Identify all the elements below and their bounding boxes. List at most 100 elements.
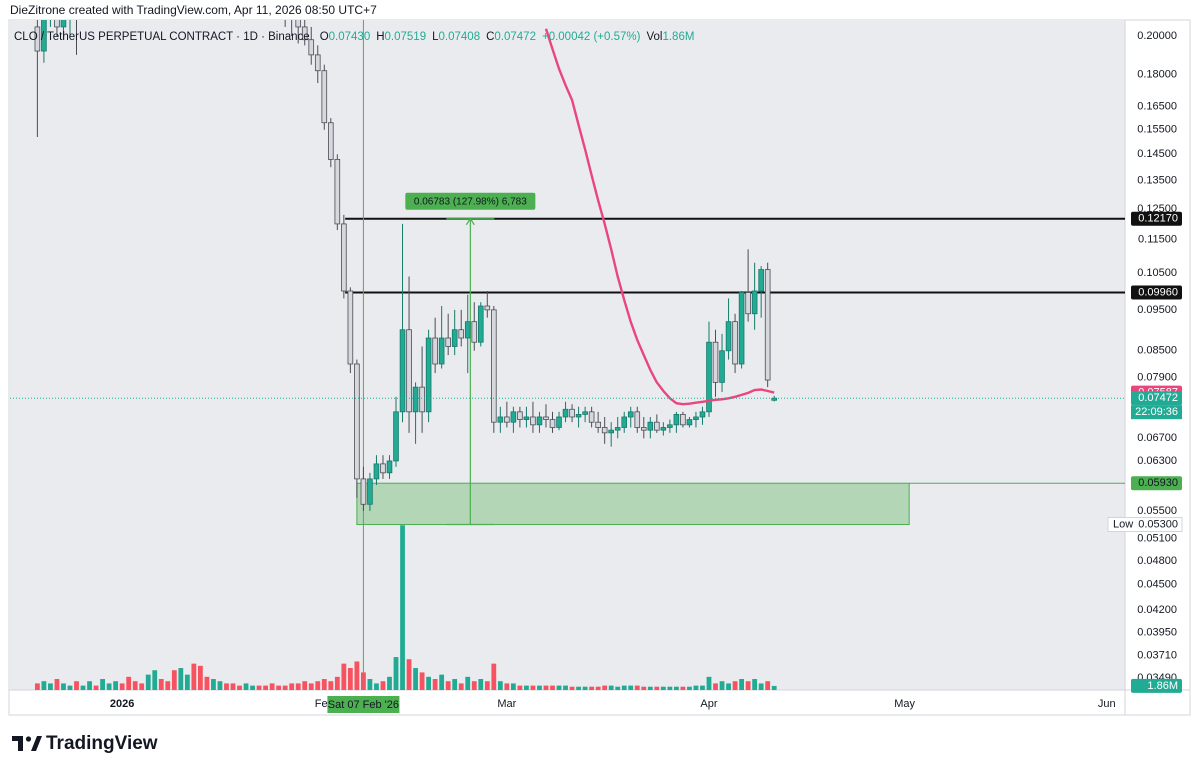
candle-body xyxy=(295,20,302,28)
candle-body xyxy=(556,416,562,428)
candle-body xyxy=(497,416,504,423)
volume-bar xyxy=(113,681,119,690)
volume-bar xyxy=(758,683,764,690)
candle-body xyxy=(360,478,367,505)
y-tick-label: 0.04500 xyxy=(1137,579,1177,591)
candle-body xyxy=(640,427,647,431)
candle-body xyxy=(484,305,491,311)
candle-body xyxy=(517,411,523,420)
volume-bar xyxy=(465,676,471,690)
candle-body xyxy=(380,463,386,474)
volume-bar xyxy=(302,681,308,690)
countdown-bg xyxy=(1131,405,1182,420)
candle-body xyxy=(308,39,315,56)
zone-bottom-tag: Low xyxy=(1113,518,1133,530)
candle-body xyxy=(725,321,732,352)
candle-body xyxy=(425,337,432,413)
candle-body xyxy=(41,20,47,52)
volume-bar xyxy=(289,683,295,690)
volume-bar xyxy=(237,685,242,690)
candle-body xyxy=(543,416,549,420)
volume-bar xyxy=(576,686,581,690)
volume-bar xyxy=(243,683,249,690)
y-tick-label: 0.03950 xyxy=(1137,627,1177,639)
candle-body xyxy=(54,20,60,28)
candle-body xyxy=(745,292,751,315)
candle-body xyxy=(491,309,497,423)
overlay: 0.20000 0.18000 0.16500 0.15500 0.14500 0.135… xyxy=(110,30,1183,713)
candle-body xyxy=(667,424,673,428)
volume-bar xyxy=(660,686,666,690)
volume-bar xyxy=(732,681,738,690)
moving-average xyxy=(544,28,775,406)
x-tick-label: Jun xyxy=(1098,698,1116,710)
candle-body xyxy=(471,321,478,343)
volume-bar xyxy=(432,679,438,690)
volume-bar xyxy=(74,681,79,690)
volume-bar xyxy=(543,685,549,690)
volume-bar xyxy=(537,685,542,690)
y-tick-label: 0.16500 xyxy=(1137,101,1177,113)
volume-bar xyxy=(595,686,601,690)
volume-bar xyxy=(484,681,490,690)
volume-bar xyxy=(67,685,73,690)
legend-value: 0.07519 xyxy=(385,31,427,43)
y-tick-label: 0.05100 xyxy=(1137,533,1177,545)
volume-bar xyxy=(54,679,60,690)
candle-body xyxy=(399,329,406,413)
y-tick-label: 0.20000 xyxy=(1137,30,1177,42)
candle-body xyxy=(680,413,686,426)
candle-body xyxy=(712,341,719,383)
volume-bar xyxy=(315,681,321,690)
candle-body xyxy=(406,329,412,413)
legend-value: 0.07408 xyxy=(439,31,481,43)
brand-logo xyxy=(12,736,42,751)
volume-bar xyxy=(341,663,347,690)
candle-body xyxy=(562,408,569,418)
candle-body xyxy=(608,429,614,434)
volume-bar xyxy=(602,685,608,690)
volume-bar xyxy=(478,679,484,690)
volume-bar xyxy=(582,686,588,690)
candle-body xyxy=(341,223,347,292)
y-tick-label: 0.07900 xyxy=(1137,372,1177,384)
y-tick-label: 0.06300 xyxy=(1137,455,1177,467)
volume-bar xyxy=(34,683,40,690)
volume-bar xyxy=(550,685,555,690)
volume-bar xyxy=(100,679,105,690)
level-label-bg xyxy=(1131,211,1182,226)
volume-bar xyxy=(719,681,725,690)
crosshair-label: Sat 07 Feb '26 xyxy=(328,699,399,711)
legend-value: 0.07430 xyxy=(329,31,371,43)
volume-bar xyxy=(517,685,523,690)
countdown: 22:09:36 xyxy=(1135,406,1178,418)
volume-bar xyxy=(693,685,699,690)
y-tick-label: 0.11500 xyxy=(1138,233,1177,245)
candle-body xyxy=(477,305,484,343)
candle-body xyxy=(588,411,595,423)
candle-body xyxy=(432,337,438,365)
volume-bar xyxy=(184,674,190,690)
volume-bar xyxy=(106,683,112,690)
volume-bar xyxy=(374,683,379,690)
candle-body xyxy=(523,416,530,420)
volume-bar xyxy=(152,670,158,690)
volume-bar xyxy=(634,685,640,690)
candle-body xyxy=(412,386,419,413)
candle-body xyxy=(504,416,510,423)
candle-body xyxy=(673,413,680,426)
plot-area xyxy=(10,20,1125,690)
candle-body xyxy=(510,411,517,423)
volume-bar xyxy=(471,681,477,690)
volume-bar xyxy=(504,683,510,690)
legend-value: 0.07472 xyxy=(494,31,536,43)
legend-key: Vol xyxy=(646,31,662,43)
volume-bar xyxy=(726,683,731,690)
brand-name: TradingView xyxy=(46,733,158,754)
volume-bar xyxy=(354,661,360,690)
volume-bar xyxy=(334,676,340,690)
candle-body xyxy=(654,421,660,431)
volume-bar xyxy=(256,685,262,690)
volume-bar xyxy=(132,681,138,690)
candle-body xyxy=(647,421,654,431)
